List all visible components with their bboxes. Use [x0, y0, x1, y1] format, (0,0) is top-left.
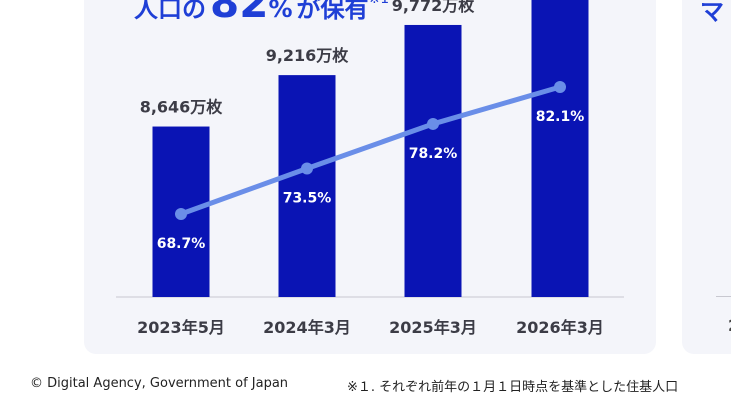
- next-chart-panel: [682, 0, 731, 354]
- category-label: 2024年3月: [263, 318, 351, 337]
- rate-point: [554, 80, 566, 93]
- copyright-text: © Digital Agency, Government of Japan: [30, 376, 289, 391]
- heading-percent: %: [268, 0, 293, 23]
- rate-point: [301, 162, 313, 175]
- bar-value-label: 8,646万枚: [140, 98, 224, 117]
- footnote-text: ※１. それぞれ前年の１月１日時点を基準とした住基人口: [347, 380, 679, 395]
- bar-value-label: 9,216万枚: [266, 46, 350, 65]
- ownership-rate-line: [178, 84, 563, 217]
- next-chart-axis: [716, 296, 731, 297]
- category-label: 2023年5月: [137, 318, 225, 337]
- chart-heading: 人口の82%が保有※1: [134, 0, 389, 27]
- rate-point: [175, 208, 187, 220]
- heading-prefix: 人口の: [134, 0, 206, 23]
- bar-3: [404, 24, 462, 297]
- bar-2: [278, 75, 336, 298]
- rate-label: 82.1%: [536, 109, 585, 125]
- category-label: 2025年3月: [389, 318, 477, 337]
- heading-suffix: が保有: [296, 0, 369, 23]
- heading-number: 82: [210, 0, 269, 27]
- category-label: 2026年3月: [516, 318, 604, 337]
- heading-note-mark: ※1: [369, 0, 390, 7]
- next-chart-heading: マ: [700, 0, 724, 26]
- rate-label: 73.5%: [283, 190, 332, 206]
- rate-point: [427, 117, 439, 130]
- bar-4: [531, 0, 589, 298]
- bar-value-label: 9,772万枚: [392, 0, 476, 15]
- rate-label: 68.7%: [157, 236, 206, 252]
- rate-label: 78.2%: [409, 146, 458, 162]
- next-chart-tick: 2: [728, 316, 731, 335]
